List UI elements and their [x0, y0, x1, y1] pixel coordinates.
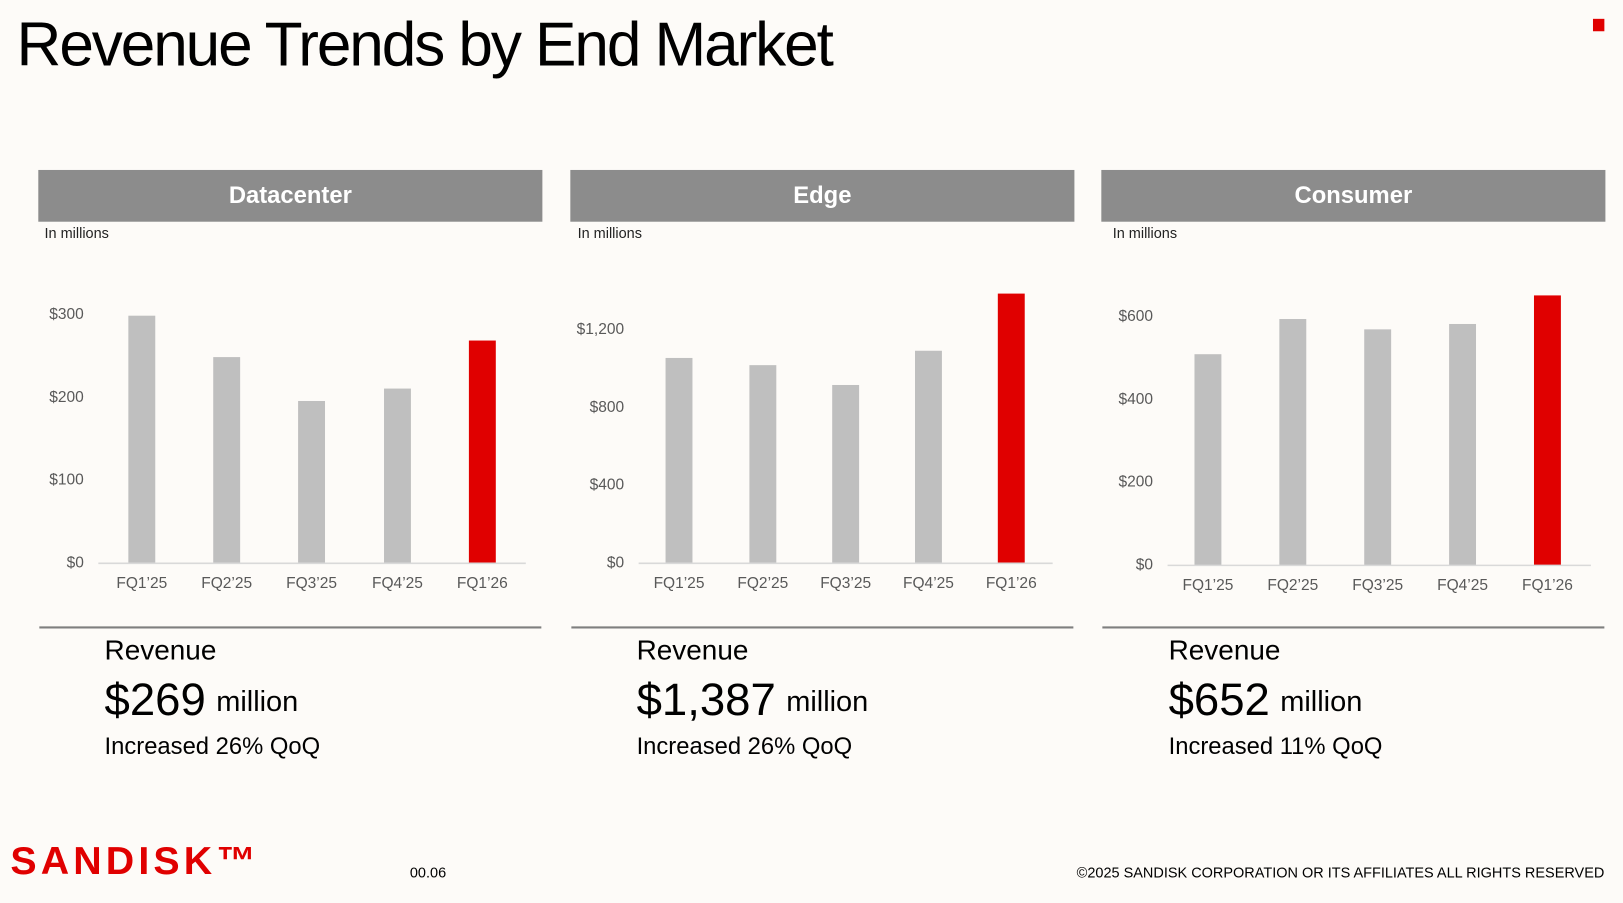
x-tick-label: FQ1’26 [1522, 577, 1573, 594]
x-tick-label: FQ4’25 [903, 575, 954, 592]
summary-amount-line: $269 million [105, 674, 299, 725]
bar [213, 357, 241, 564]
summary-change: Increased 11% QoQ [1169, 733, 1383, 760]
y-tick-label: $600 [1119, 308, 1154, 325]
summary-change: Increased 26% QoQ [105, 733, 321, 760]
logo: SANDISK™ [10, 839, 259, 883]
y-tick-label: $1,200 [577, 321, 625, 338]
bar [749, 365, 777, 564]
bar [1279, 319, 1307, 566]
bar [1364, 329, 1392, 566]
panel-subtitle: In millions [1113, 226, 1177, 242]
accent-square [1592, 18, 1605, 32]
panel-header [570, 169, 1075, 222]
x-tick-label: FQ1’25 [654, 575, 705, 592]
bar [128, 315, 156, 564]
y-tick-label: $100 [49, 472, 84, 489]
bar [384, 388, 411, 564]
x-tick-label: FQ2’25 [737, 575, 788, 592]
bar [997, 293, 1025, 564]
y-tick-label: $0 [607, 554, 625, 571]
panel-subtitle: In millions [45, 226, 109, 242]
x-tick-label: FQ4’25 [372, 575, 423, 592]
y-tick-label: $300 [49, 306, 84, 323]
x-tick-label: FQ1’25 [116, 575, 167, 592]
x-tick-label: FQ1’26 [457, 575, 508, 592]
summary-unit: million [216, 686, 298, 718]
y-tick-label: $0 [67, 554, 85, 571]
summary-amount-line: $652 million [1169, 674, 1363, 725]
bar [298, 400, 326, 564]
panel-title: Consumer [1295, 182, 1413, 209]
panel-subtitle: In millions [578, 226, 642, 242]
panel-header [38, 169, 543, 222]
summary-label: Revenue [105, 635, 217, 666]
copyright: ©2025 SANDISK CORPORATION OR ITS AFFILIA… [1077, 866, 1605, 882]
y-tick-label: $200 [1119, 474, 1154, 491]
summary-unit: million [1280, 686, 1362, 718]
panel-title: Edge [793, 182, 851, 209]
bar [1194, 354, 1222, 566]
panel-title: Datacenter [229, 182, 352, 209]
bar [468, 340, 496, 564]
bar [1533, 295, 1561, 566]
x-tick-label: FQ4’25 [1437, 577, 1488, 594]
y-tick-label: $400 [590, 477, 625, 494]
page-number: 00.06 [410, 866, 446, 882]
y-tick-label: $800 [590, 399, 625, 416]
y-tick-label: $200 [49, 389, 84, 406]
bar [915, 350, 942, 564]
x-tick-label: FQ3’25 [286, 575, 337, 592]
x-tick-label: FQ1’25 [1182, 577, 1233, 594]
summary-amount-line: $1,387 million [637, 674, 869, 725]
summary-amount: $1,387 [637, 674, 776, 725]
bar [1449, 323, 1477, 566]
y-tick-label: $400 [1119, 391, 1154, 408]
summary-amount: $652 [1169, 674, 1270, 725]
x-tick-label: FQ1’26 [986, 575, 1037, 592]
panel-header [1101, 169, 1606, 222]
bar [665, 357, 693, 564]
summary-amount: $269 [105, 674, 206, 725]
x-tick-label: FQ2’25 [201, 575, 252, 592]
x-tick-label: FQ3’25 [820, 575, 871, 592]
page-title: Revenue Trends by End Market [17, 10, 834, 79]
x-tick-label: FQ2’25 [1267, 577, 1318, 594]
summary-change: Increased 26% QoQ [637, 733, 853, 760]
bar [832, 384, 860, 564]
x-tick-label: FQ3’25 [1352, 577, 1403, 594]
summary-unit: million [786, 686, 868, 718]
summary-label: Revenue [637, 635, 749, 666]
y-tick-label: $0 [1136, 556, 1154, 573]
summary-label: Revenue [1169, 635, 1281, 666]
